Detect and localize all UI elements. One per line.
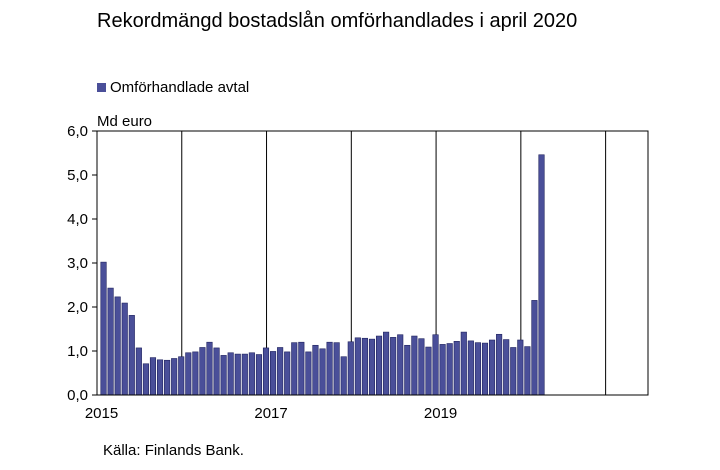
bar-2017-12 <box>347 341 354 396</box>
bar-2018-02 <box>361 337 368 396</box>
bar-2017-08 <box>319 348 326 396</box>
bar-2020-02 <box>531 300 538 396</box>
bar-2017-03 <box>284 351 291 396</box>
bar-2017-06 <box>305 351 312 396</box>
bar-2016-07 <box>227 352 234 396</box>
bar-2020-03 <box>538 154 545 396</box>
bar-2015-02 <box>107 287 114 396</box>
bar-2018-07 <box>397 334 404 396</box>
bar-2018-01 <box>354 337 361 396</box>
bar-2017-11 <box>340 356 347 396</box>
chart-title: Rekordmängd bostadslån omförhandlades i … <box>97 10 578 32</box>
bar-2017-01 <box>270 351 277 396</box>
bar-2017-02 <box>277 347 284 396</box>
bar-2019-01 <box>439 344 446 396</box>
bar-2015-11 <box>171 358 178 396</box>
bar-2015-09 <box>156 359 164 396</box>
bar-2018-04 <box>375 335 383 396</box>
x-tick-label: 2017 <box>254 405 287 422</box>
bar-2018-06 <box>390 337 397 396</box>
y-tick-label: 1,0 <box>67 343 88 360</box>
bar-2015-07 <box>142 363 149 396</box>
y-tick-label: 4,0 <box>67 211 88 228</box>
legend: Omförhandlade avtal <box>97 79 249 96</box>
bar-series <box>100 154 545 396</box>
bar-2016-01 <box>185 352 192 396</box>
bar-2019-07 <box>481 342 489 396</box>
bar-2020-01 <box>524 346 531 396</box>
bar-2017-04 <box>291 342 298 396</box>
bar-2015-04 <box>121 302 128 396</box>
y-axis-ticks: 0,0 1,0 2,0 3,0 4,0 5,0 6,0 <box>67 123 97 404</box>
x-tick-label: 2019 <box>424 405 457 422</box>
y-tick-label: 5,0 <box>67 167 88 184</box>
x-axis-ticks: 2015 2017 2019 <box>85 405 457 422</box>
y-tick-label: 3,0 <box>67 255 88 272</box>
legend-label: Omförhandlade avtal <box>110 79 250 96</box>
bar-2019-02 <box>446 343 453 396</box>
legend-swatch <box>97 83 106 92</box>
bar-2017-10 <box>333 342 340 396</box>
bar-2016-04 <box>206 341 213 396</box>
bar-2019-09 <box>496 333 503 396</box>
bar-2016-12 <box>262 347 270 396</box>
bar-2019-05 <box>467 340 474 396</box>
bar-2016-06 <box>220 355 227 396</box>
bar-2018-09 <box>411 335 418 396</box>
source-note: Källa: Finlands Bank. <box>103 442 244 459</box>
bar-2017-05 <box>298 341 305 396</box>
bar-2015-12 <box>178 356 185 396</box>
bar-2016-03 <box>199 347 206 396</box>
bar-2016-05 <box>213 347 220 396</box>
bar-2019-08 <box>489 339 496 396</box>
y-tick-label: 6,0 <box>67 123 88 140</box>
plot-frame <box>96 130 649 396</box>
bar-2015-10 <box>164 359 171 396</box>
bar-2019-03 <box>453 341 460 396</box>
bar-2015-06 <box>135 347 142 396</box>
bar-2017-07 <box>312 344 319 396</box>
bar-2015-08 <box>149 357 157 396</box>
y-tick-label: 2,0 <box>67 299 88 316</box>
bar-2018-03 <box>368 338 376 396</box>
bar-2016-09 <box>241 353 248 396</box>
bar-2015-03 <box>114 296 121 396</box>
bar-2018-11 <box>425 346 432 396</box>
bar-2015-01 <box>100 261 107 396</box>
y-axis-unit-label: Md euro <box>97 113 153 130</box>
bar-2019-12 <box>517 339 524 396</box>
bar-2018-08 <box>404 344 411 396</box>
bar-2019-06 <box>474 342 481 396</box>
bar-2019-11 <box>510 347 517 396</box>
bar-2018-05 <box>383 331 390 396</box>
bar-2018-10 <box>418 338 425 396</box>
y-tick-label: 0,0 <box>67 387 88 404</box>
bar-2015-05 <box>128 315 135 396</box>
bar-2019-04 <box>460 331 467 396</box>
bar-2017-09 <box>326 341 333 396</box>
bar-2019-10 <box>503 339 510 396</box>
bar-2016-10 <box>248 352 255 396</box>
bar-2016-08 <box>234 353 241 396</box>
bar-2016-11 <box>255 354 262 396</box>
bar-2018-12 <box>432 334 439 396</box>
bar-2016-02 <box>192 351 199 396</box>
x-tick-label: 2015 <box>85 405 118 422</box>
